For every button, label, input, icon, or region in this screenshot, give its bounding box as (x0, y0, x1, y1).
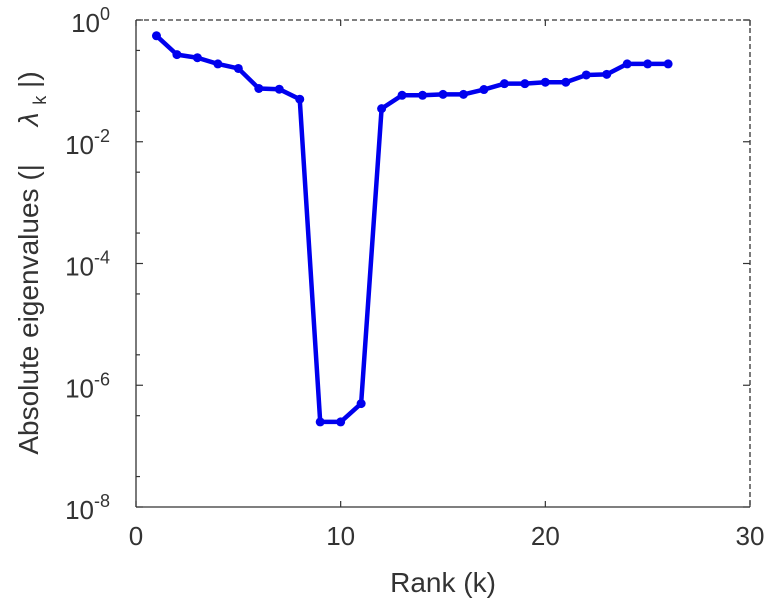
data-point (274, 84, 284, 94)
data-point (397, 90, 407, 100)
series-line (154, 34, 669, 425)
y-axis-label-suffix: |) (13, 71, 44, 88)
x-tick-label: 0 (129, 521, 143, 551)
series-group (151, 31, 673, 427)
y-axis-label: Absolute eigenvalues (| λ k |) (13, 71, 52, 454)
data-point (192, 53, 202, 63)
data-point (356, 399, 366, 409)
y-tick-label-base: 10 (65, 373, 94, 403)
data-point (622, 59, 632, 69)
y-tick-label-base: 10 (65, 130, 94, 160)
x-tick-label: 30 (736, 521, 765, 551)
data-point (438, 89, 448, 99)
data-point (377, 104, 387, 114)
data-point (479, 85, 489, 95)
data-point (458, 89, 468, 99)
data-point (213, 59, 223, 69)
svg-text:Absolute eigenvalues (|: Absolute eigenvalues (| λ k |) (13, 71, 52, 454)
data-point (336, 417, 346, 427)
y-tick-label-exponent: -6 (94, 369, 110, 389)
y-tick-label: 10-6 (65, 369, 110, 403)
y-tick-label-base: 10 (65, 252, 94, 282)
y-axis-label-subscript: k (30, 95, 50, 105)
data-point (254, 83, 264, 93)
data-point (520, 79, 530, 89)
data-point (499, 79, 509, 89)
y-axis-label-lambda: λ (13, 113, 44, 129)
data-point (295, 94, 305, 104)
y-tick-label: 10-4 (65, 248, 110, 282)
x-tick-label: 10 (326, 521, 355, 551)
y-axis-label-prefix: Absolute eigenvalues (| (13, 164, 44, 455)
data-point (602, 69, 612, 79)
y-tick-label: 10-2 (65, 126, 110, 160)
data-point (663, 59, 673, 69)
y-tick-label: 100 (71, 4, 110, 38)
y-tick-label-base: 10 (71, 8, 100, 38)
data-point (561, 77, 571, 87)
data-point (315, 417, 325, 427)
data-point (643, 59, 653, 69)
x-axis-ticks: 0 10 20 30 (129, 20, 765, 551)
y-tick-label-exponent: -2 (94, 126, 110, 146)
y-tick-label-exponent: -4 (94, 248, 110, 268)
data-point (540, 77, 550, 87)
y-tick-label-exponent: 0 (100, 4, 110, 24)
data-point (233, 63, 243, 73)
x-tick-label: 20 (531, 521, 560, 551)
x-axis-label: Rank (k) (390, 567, 496, 598)
data-point (172, 50, 182, 60)
data-point (151, 31, 161, 41)
y-tick-label-exponent: -8 (94, 491, 110, 511)
y-tick-label-base: 10 (65, 495, 94, 525)
y-tick-label: 10-8 (65, 491, 110, 525)
data-point (418, 90, 428, 100)
data-point (581, 70, 591, 80)
